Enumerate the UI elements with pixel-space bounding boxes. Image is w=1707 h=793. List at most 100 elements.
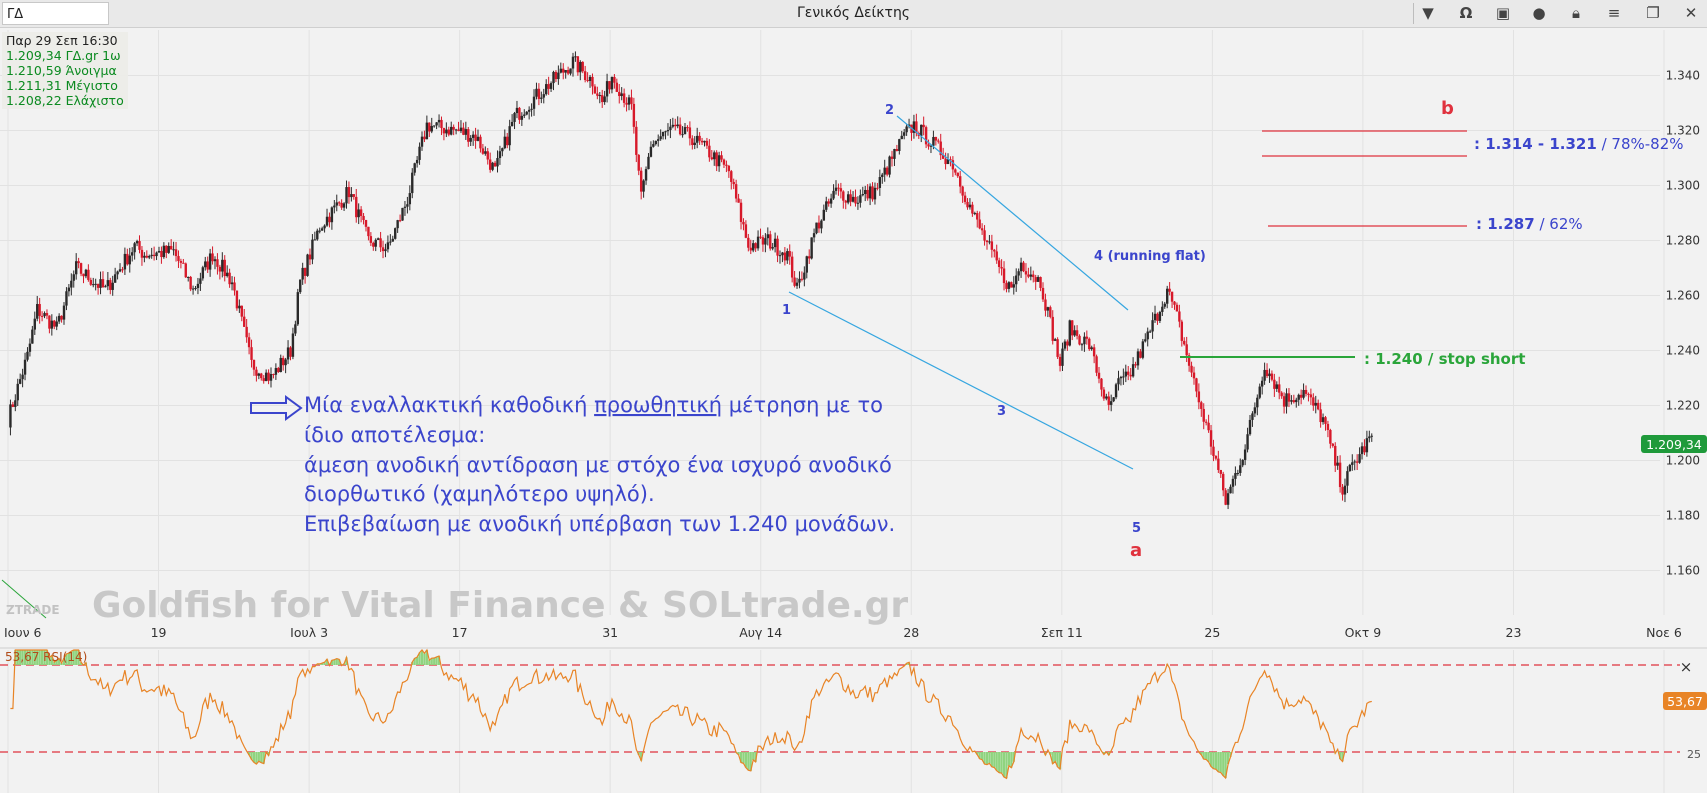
annotation-line-3: άμεση ανοδική αντίδραση με στόχο ένα ισχ… — [304, 453, 892, 477]
upper-trendline[interactable] — [896, 115, 1129, 311]
chat-icon[interactable]: ● — [1532, 4, 1546, 22]
candle-body — [1295, 399, 1298, 403]
candle-body — [104, 286, 107, 288]
candle-body — [1092, 347, 1096, 357]
candle-body — [67, 287, 71, 292]
candle-body — [946, 159, 950, 165]
candle-body — [479, 136, 482, 149]
candle-body — [705, 140, 709, 146]
candle-body — [320, 228, 324, 231]
candle-body — [72, 274, 75, 281]
info-last: 1.209,34 ΓΔ.gr 1ω — [6, 48, 121, 63]
omega-icon[interactable]: Ω — [1459, 4, 1473, 22]
symbol-input[interactable]: ΓΔ — [2, 2, 109, 25]
candle-body — [238, 305, 241, 309]
candle-body — [1044, 299, 1047, 311]
candle-body — [1127, 371, 1130, 375]
candle-body — [932, 136, 935, 146]
candle-body — [537, 88, 541, 99]
lower-trendline[interactable] — [788, 291, 1134, 470]
candle-body — [737, 198, 740, 203]
wave-label-3: 3 — [997, 404, 1006, 419]
candle-body — [988, 241, 991, 243]
candle-body — [846, 194, 850, 203]
candle-body — [1309, 394, 1313, 398]
candle-body — [832, 190, 835, 199]
candle-body — [162, 245, 166, 258]
candle-body — [435, 122, 438, 126]
ztrade-logo: ZTRADE — [1, 579, 60, 619]
candle-body — [467, 129, 470, 142]
candle-body — [1075, 330, 1079, 336]
candle-body — [245, 326, 248, 338]
rsi-close-icon[interactable]: × — [1680, 658, 1693, 676]
x-tick-label: Οκτ 9 — [1345, 625, 1382, 640]
candle-body — [94, 283, 97, 285]
candle-body — [630, 97, 633, 104]
menu-icon[interactable]: ≡ — [1607, 4, 1621, 22]
candle-body — [1019, 262, 1023, 272]
candle-body — [376, 238, 380, 240]
candle-body — [174, 249, 178, 257]
candle-body — [924, 127, 928, 145]
candle-body — [1243, 449, 1247, 460]
candle-body — [260, 373, 263, 379]
candle-body — [1329, 429, 1332, 444]
candle-body — [571, 56, 575, 69]
candle-body — [396, 220, 399, 229]
candle-body — [206, 261, 209, 270]
layout-icon[interactable]: ▣ — [1495, 4, 1511, 22]
candle-body — [340, 202, 343, 208]
wave-label-2: 2 — [885, 103, 894, 118]
candle-body — [99, 279, 102, 288]
candle-body — [639, 170, 643, 192]
candle-body — [1346, 471, 1349, 486]
candle-body — [747, 237, 750, 248]
candle-body — [1073, 330, 1076, 336]
candle-body — [1226, 493, 1230, 505]
x-tick-label: Αυγ 14 — [739, 625, 782, 640]
candle-body — [1314, 402, 1317, 406]
candle-body — [135, 241, 139, 244]
candle-body — [954, 169, 957, 173]
candle-body — [160, 250, 163, 258]
ztrade-logo-text: ZTRADE — [6, 603, 60, 617]
candle-body — [423, 136, 426, 140]
candle-body — [1258, 386, 1261, 398]
chevron-down-icon[interactable]: ▼ — [1422, 4, 1434, 22]
candle-body — [569, 68, 572, 74]
candle-body — [596, 93, 599, 96]
y-tick-label: 1.220 — [1666, 399, 1700, 413]
candle-body — [761, 237, 765, 245]
candle-body — [730, 171, 733, 182]
close-icon[interactable]: ✕ — [1684, 4, 1698, 22]
candle-body — [250, 347, 253, 360]
candle-body — [1326, 423, 1330, 430]
candle-body — [927, 144, 930, 147]
candle-body — [937, 140, 940, 142]
candle-body — [352, 194, 356, 197]
candle-body — [45, 313, 49, 316]
candle-body — [822, 209, 826, 221]
candle-body — [1058, 356, 1062, 366]
candle-body — [739, 202, 743, 222]
candle-body — [1022, 262, 1025, 272]
candle-body — [722, 159, 726, 165]
candle-body — [825, 201, 828, 210]
candle-body — [14, 400, 17, 407]
candle-body — [815, 222, 818, 234]
candle-body — [357, 209, 360, 218]
candle-body — [674, 124, 677, 127]
candle-body — [267, 372, 270, 381]
candle-body — [934, 136, 938, 141]
candle-body — [545, 84, 548, 95]
candle-body — [795, 282, 799, 286]
candle-body — [1256, 397, 1259, 408]
candle-body — [274, 368, 278, 375]
y-tick-label: 1.320 — [1666, 124, 1700, 138]
candle-body — [493, 162, 497, 167]
candle-body — [686, 127, 689, 129]
lock-icon[interactable]: 🔒︎ — [1572, 4, 1580, 22]
restore-icon[interactable]: ❐ — [1646, 4, 1660, 22]
